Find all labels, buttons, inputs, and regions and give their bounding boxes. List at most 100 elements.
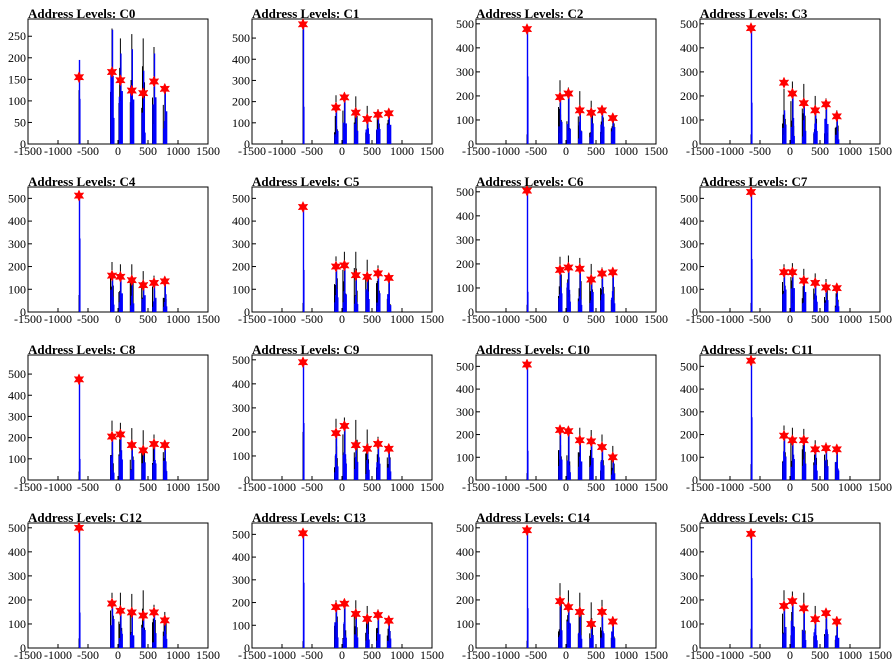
x-tick-label: -500 [749,312,771,326]
peak-marker [297,200,309,214]
peak-marker [787,434,798,447]
peak-marker [383,107,395,120]
plot-frame [251,354,433,481]
peak-marker [383,614,395,627]
y-tick-label: 200 [680,260,698,274]
plot-frame [699,354,881,481]
x-tick-label: -1000 [492,144,520,158]
peak-marker [521,184,533,197]
peak-marker [126,84,138,97]
x-tick-label: 500 [811,480,829,494]
x-tick-label: -1500 [462,648,490,662]
peak-marker [383,271,395,285]
peak-marker [159,614,171,627]
x-tick-label: 1500 [644,648,668,662]
chart-title: Address Levels: C8 [28,342,136,357]
x-tick-label: -1500 [686,312,714,326]
x-tick-label: -500 [525,144,547,158]
chart-svg-2: -1500 -1000 -500 0 500 1000 1500 0 100 200 300 400 5… [456,17,668,158]
plot-frame [475,522,657,649]
x-tick-label: -500 [749,480,771,494]
x-tick-label: 1500 [868,480,892,494]
x-tick-label: 0 [115,648,121,662]
peak-marker [563,601,574,614]
chart-svg-10: -1500 -1000 -500 0 500 1000 1500 0 100 200 300 400 5… [456,354,668,494]
x-tick-label: -500 [301,144,323,158]
peak-marker [148,437,160,451]
chart-panel-1: -1500 -1000 -500 0 500 1000 1500 0 100 200 300 400 5… [224,0,448,168]
y-tick-label: 500 [232,31,250,45]
x-tick-label: 1000 [166,312,190,326]
y-tick-label: 250 [8,29,26,43]
y-tick-label: 0 [692,641,698,655]
x-tick-label: -1500 [686,144,714,158]
x-tick-label: 1000 [166,144,190,158]
y-tick-label: 200 [232,425,250,439]
peak-marker [809,613,821,626]
y-tick-label: 500 [232,527,250,541]
x-tick-label: -500 [301,312,323,326]
x-tick-label: -1000 [716,648,744,662]
peak-marker [521,22,533,36]
x-tick-label: 1500 [196,312,220,326]
y-tick-label: 400 [456,41,474,55]
peak-marker [607,451,619,464]
x-tick-label: -500 [525,648,547,662]
y-tick-label: 100 [232,618,250,632]
peak-marker [159,275,171,288]
y-tick-label: 100 [456,281,474,295]
x-tick-label: -1000 [44,648,72,662]
x-tick-label: 1500 [196,648,220,662]
x-tick-label: 0 [339,648,345,662]
x-tick-label: -1500 [14,144,42,158]
chart-title: Address Levels: C15 [700,510,814,525]
peak-marker [339,91,350,104]
peak-marker [563,261,574,274]
peak-marker [585,273,597,286]
y-tick-label: 500 [232,191,250,205]
x-tick-label: -1000 [492,480,520,494]
x-tick-label: 1500 [420,312,444,326]
peak-marker [297,18,309,31]
x-tick-label: 500 [811,144,829,158]
y-tick-label: 0 [692,137,698,151]
chart-title: Address Levels: C10 [476,342,590,357]
y-tick-label: 200 [456,428,474,442]
y-tick-label: 500 [456,521,474,535]
y-tick-label: 400 [232,52,250,66]
x-tick-label: 1000 [614,312,638,326]
peak-marker [115,270,126,283]
peak-marker [361,270,373,283]
x-tick-label: 0 [339,144,345,158]
y-tick-label: 100 [456,617,474,631]
y-tick-label: 100 [8,617,26,631]
x-tick-label: 1000 [838,480,862,494]
y-tick-label: 100 [456,450,474,464]
y-tick-label: 100 [8,94,26,108]
chart-panel-7: -1500 -1000 -500 0 500 1000 1500 0 100 200 300 400 5… [672,168,896,336]
peak-marker [361,442,373,455]
y-tick-label: 0 [468,305,474,319]
peak-marker [607,266,619,279]
peak-marker [339,419,350,433]
chart-panel-10: -1500 -1000 -500 0 500 1000 1500 0 100 200 300 400 5… [448,336,672,504]
x-tick-label: 1500 [644,144,668,158]
x-tick-label: 500 [587,144,605,158]
x-tick-label: 500 [139,648,157,662]
peak-marker [820,607,832,620]
peak-marker [372,108,384,121]
peak-marker [137,609,149,622]
peak-marker [73,71,85,84]
x-tick-label: 1500 [868,144,892,158]
y-tick-label: 400 [456,382,474,396]
peak-marker [73,189,85,202]
y-tick-label: 500 [680,521,698,535]
x-tick-label: -1000 [44,144,72,158]
peak-marker [297,527,309,540]
y-tick-label: 400 [680,214,698,228]
x-tick-label: -500 [77,312,99,326]
y-tick-label: 200 [680,593,698,607]
peak-marker [585,106,597,119]
x-tick-label: 1500 [868,648,892,662]
